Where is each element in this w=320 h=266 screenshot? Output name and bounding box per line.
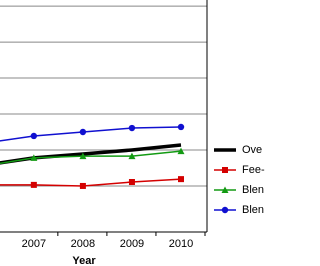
marker bbox=[30, 154, 38, 161]
plot-area bbox=[0, 123, 185, 189]
x-axis-label: Year bbox=[72, 255, 96, 266]
marker bbox=[128, 124, 136, 132]
series-line bbox=[0, 143, 182, 165]
marker bbox=[221, 206, 229, 214]
x-tick-label: 2010 bbox=[169, 238, 193, 250]
marker bbox=[79, 182, 86, 189]
x-tick-label: 2008 bbox=[71, 238, 95, 250]
legend-label: Blen bbox=[242, 184, 264, 196]
legend-label: Ove bbox=[242, 144, 262, 156]
marker bbox=[128, 179, 135, 186]
x-tick-label: 2009 bbox=[120, 238, 144, 250]
x-tick-label: 2007 bbox=[22, 238, 46, 250]
marker bbox=[177, 147, 185, 155]
marker bbox=[178, 176, 185, 183]
series-line bbox=[0, 178, 182, 187]
legend-label: Blen bbox=[242, 204, 264, 216]
chart: Year 2007 2008 2009 2010 Ove Fee- Blen Blen bbox=[0, 0, 265, 266]
marker bbox=[222, 167, 228, 173]
marker bbox=[30, 132, 38, 140]
marker bbox=[221, 186, 229, 193]
marker bbox=[79, 152, 87, 160]
marker bbox=[128, 152, 136, 160]
series-line bbox=[0, 126, 182, 142]
marker bbox=[177, 123, 185, 131]
marker bbox=[79, 128, 87, 136]
legend-label: Fee- bbox=[242, 164, 265, 176]
marker bbox=[30, 181, 37, 188]
